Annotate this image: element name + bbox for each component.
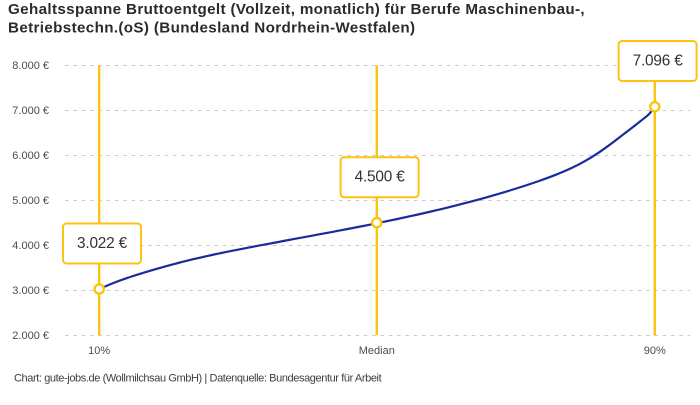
svg-text:2.000 €: 2.000 € xyxy=(12,330,49,342)
svg-text:10%: 10% xyxy=(88,345,110,357)
svg-text:7.000 €: 7.000 € xyxy=(12,105,49,117)
svg-text:7.096 €: 7.096 € xyxy=(633,53,684,70)
svg-text:4.500 €: 4.500 € xyxy=(355,169,406,186)
svg-text:90%: 90% xyxy=(644,345,666,357)
svg-text:6.000 €: 6.000 € xyxy=(12,150,49,162)
svg-text:Betriebstechn.(oS) (Bundesland: Betriebstechn.(oS) (Bundesland Nordrhein… xyxy=(8,20,415,37)
svg-text:3.022 €: 3.022 € xyxy=(77,235,128,252)
svg-text:8.000 €: 8.000 € xyxy=(12,60,49,72)
svg-text:Gehaltsspanne Bruttoentgelt (V: Gehaltsspanne Bruttoentgelt (Vollzeit, m… xyxy=(8,1,585,18)
svg-text:Median: Median xyxy=(359,345,395,357)
svg-text:3.000 €: 3.000 € xyxy=(12,285,49,297)
svg-text:4.000 €: 4.000 € xyxy=(12,240,49,252)
svg-text:Chart: gute-jobs.de (Wollmilch: Chart: gute-jobs.de (Wollmilchsau GmbH) … xyxy=(14,373,382,385)
svg-text:5.000 €: 5.000 € xyxy=(12,195,49,207)
